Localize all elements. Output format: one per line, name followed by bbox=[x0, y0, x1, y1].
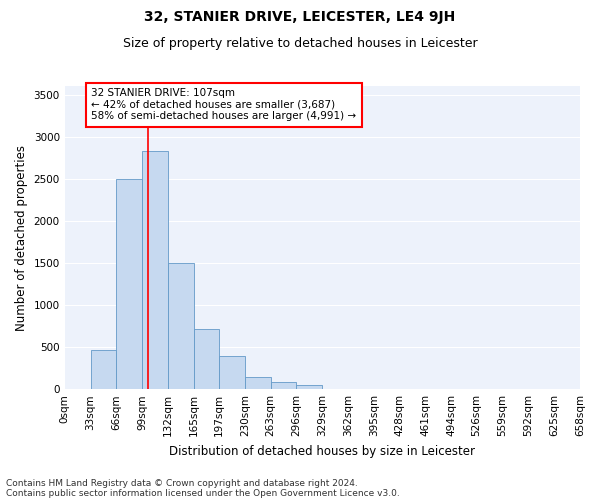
Text: 32, STANIER DRIVE, LEICESTER, LE4 9JH: 32, STANIER DRIVE, LEICESTER, LE4 9JH bbox=[145, 10, 455, 24]
Bar bbox=[91, 350, 116, 389]
Y-axis label: Number of detached properties: Number of detached properties bbox=[15, 145, 28, 331]
Text: 32 STANIER DRIVE: 107sqm
← 42% of detached houses are smaller (3,687)
58% of sem: 32 STANIER DRIVE: 107sqm ← 42% of detach… bbox=[91, 88, 356, 122]
Bar bbox=[116, 179, 142, 389]
X-axis label: Distribution of detached houses by size in Leicester: Distribution of detached houses by size … bbox=[169, 444, 475, 458]
Bar bbox=[142, 151, 168, 389]
Bar bbox=[271, 382, 296, 389]
Bar bbox=[245, 376, 271, 389]
Text: Contains public sector information licensed under the Open Government Licence v3: Contains public sector information licen… bbox=[6, 488, 400, 498]
Text: Size of property relative to detached houses in Leicester: Size of property relative to detached ho… bbox=[122, 38, 478, 51]
Bar bbox=[296, 385, 322, 389]
Bar bbox=[168, 263, 194, 389]
Bar bbox=[219, 356, 245, 389]
Bar bbox=[194, 328, 219, 389]
Text: Contains HM Land Registry data © Crown copyright and database right 2024.: Contains HM Land Registry data © Crown c… bbox=[6, 478, 358, 488]
